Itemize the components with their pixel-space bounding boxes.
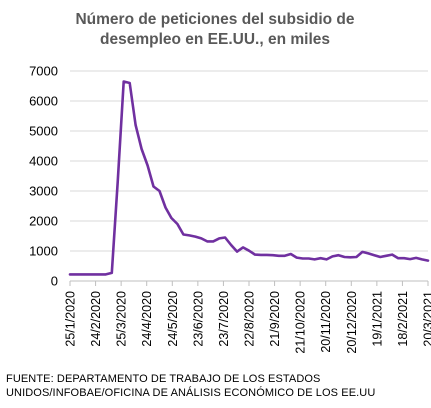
x-tick-label: 19/1/2021: [370, 291, 384, 347]
series-line: [68, 80, 430, 276]
x-tick-label: 25/1/2020: [64, 291, 78, 347]
chart-title: Número de peticiones del subsidio de des…: [20, 10, 410, 50]
source-line-2: UNIDOS/INFOBAE/OFICINA DE ANÁLISIS ECONÓ…: [6, 387, 376, 399]
source-line-1: FUENTE: DEPARTAMENTO DE TRABAJO DE LOS E…: [6, 373, 321, 385]
y-tick-label: 4000: [29, 154, 58, 169]
y-axis-ticks: 0 1000 2000 3000 4000 5000 6000 7000: [29, 64, 58, 289]
x-axis-ticks: 25/1/2020 24/2/2020 25/3/2020 24/4/2020 24/5…: [64, 281, 431, 354]
x-tick-label: 23/7/2020: [217, 291, 231, 347]
x-tick-label: 22/8/2020: [243, 291, 257, 347]
chart-title-line-2: desempleo en EE.UU., en miles: [100, 31, 330, 48]
y-tick-label: 1000: [29, 244, 58, 259]
x-tick-label: 24/5/2020: [166, 291, 180, 347]
x-tick-label: 24/4/2020: [140, 291, 154, 347]
source-note: FUENTE: DEPARTAMENTO DE TRABAJO DE LOS E…: [6, 372, 426, 400]
y-tick-label: 6000: [29, 94, 58, 109]
gridlines: [70, 70, 428, 252]
y-tick-label: 2000: [29, 214, 58, 229]
chart-title-line-1: Número de peticiones del subsidio de: [75, 11, 355, 28]
x-tick-label: 23/6/2020: [191, 291, 205, 347]
x-tick-label: 25/3/2020: [115, 291, 129, 347]
x-tick-label: 24/2/2020: [89, 291, 103, 347]
y-tick-label: 5000: [29, 124, 58, 139]
x-tick-label: 20/12/2020: [345, 291, 359, 354]
x-tick-label: 21/9/2020: [268, 291, 282, 347]
y-tick-label: 7000: [29, 64, 58, 79]
x-tick-label: 20/11/2020: [319, 291, 333, 353]
x-tick-label: 18/2/2021: [396, 291, 410, 347]
y-tick-label: 0: [51, 274, 58, 289]
x-tick-label: 20/3/2021: [422, 291, 431, 347]
x-tick-label: 21/10/2020: [294, 291, 308, 354]
y-tick-label: 3000: [29, 184, 58, 199]
